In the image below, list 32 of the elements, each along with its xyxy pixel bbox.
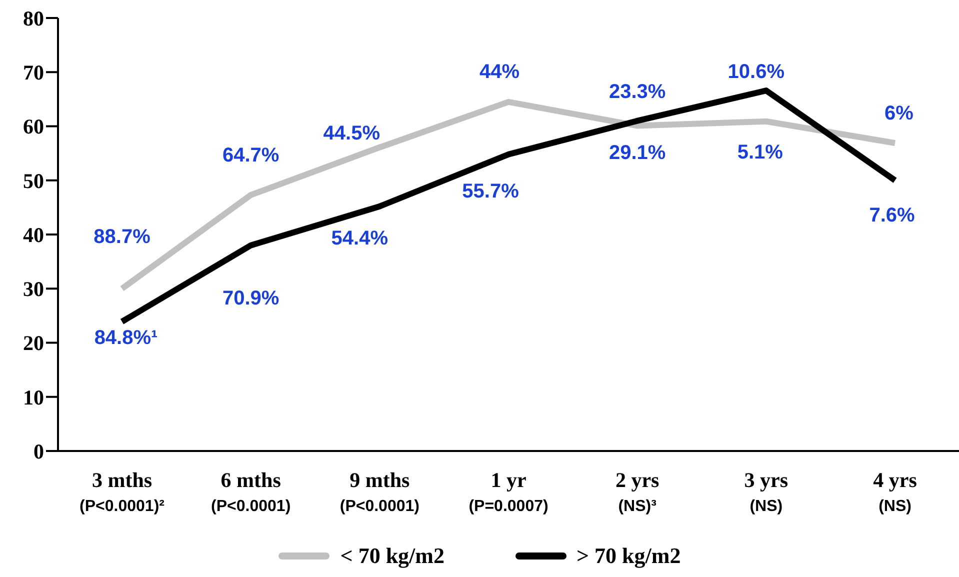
annotation: 44.5% — [323, 122, 380, 145]
y-tick-label: 70 — [23, 60, 44, 85]
y-tick-label: 0 — [34, 439, 44, 464]
annotation: 44% — [479, 61, 520, 84]
y-tick-label: 60 — [23, 114, 44, 139]
annotation: 55.7% — [462, 180, 520, 203]
annotation: 6% — [884, 102, 914, 124]
x-tick-label: 4 yrs (NS) — [873, 468, 917, 515]
annotation: 64.7% — [222, 144, 280, 166]
annotation: 84.8%¹ — [94, 326, 158, 349]
annotation: 54.4% — [331, 228, 388, 250]
y-tick-label: 80 — [23, 6, 44, 30]
legend-label: < 70 kg/m2 — [340, 543, 444, 569]
annotation: 29.1% — [608, 142, 666, 164]
annotation: 7.6% — [869, 204, 916, 227]
y-tick-label: 50 — [23, 168, 44, 193]
x-tick-label: 2 yrs (NS)³ — [615, 468, 660, 515]
x-tick-label: 9 mths (P<0.0001) — [340, 468, 420, 515]
annotation: 5.1% — [737, 142, 784, 164]
y-tick-label: 10 — [23, 385, 44, 410]
annotation: 23.3% — [608, 80, 666, 103]
y-tick-label: 20 — [23, 331, 44, 356]
y-tick-label: 30 — [23, 277, 44, 302]
x-tick-label: 3 mths (P<0.0001)² — [80, 468, 164, 515]
annotation: 70.9% — [222, 288, 280, 310]
legend-label: > 70 kg/m2 — [576, 543, 681, 569]
x-tick-label: 6 mths (P<0.0001) — [211, 468, 291, 515]
annotation: 10.6% — [728, 60, 785, 83]
x-tick-label: 1 yr (P=0.0007) — [468, 468, 548, 515]
x-tick-label: 3 yrs (NS) — [744, 468, 788, 515]
y-tick-label: 40 — [23, 222, 44, 247]
annotation: 88.7% — [94, 226, 151, 248]
